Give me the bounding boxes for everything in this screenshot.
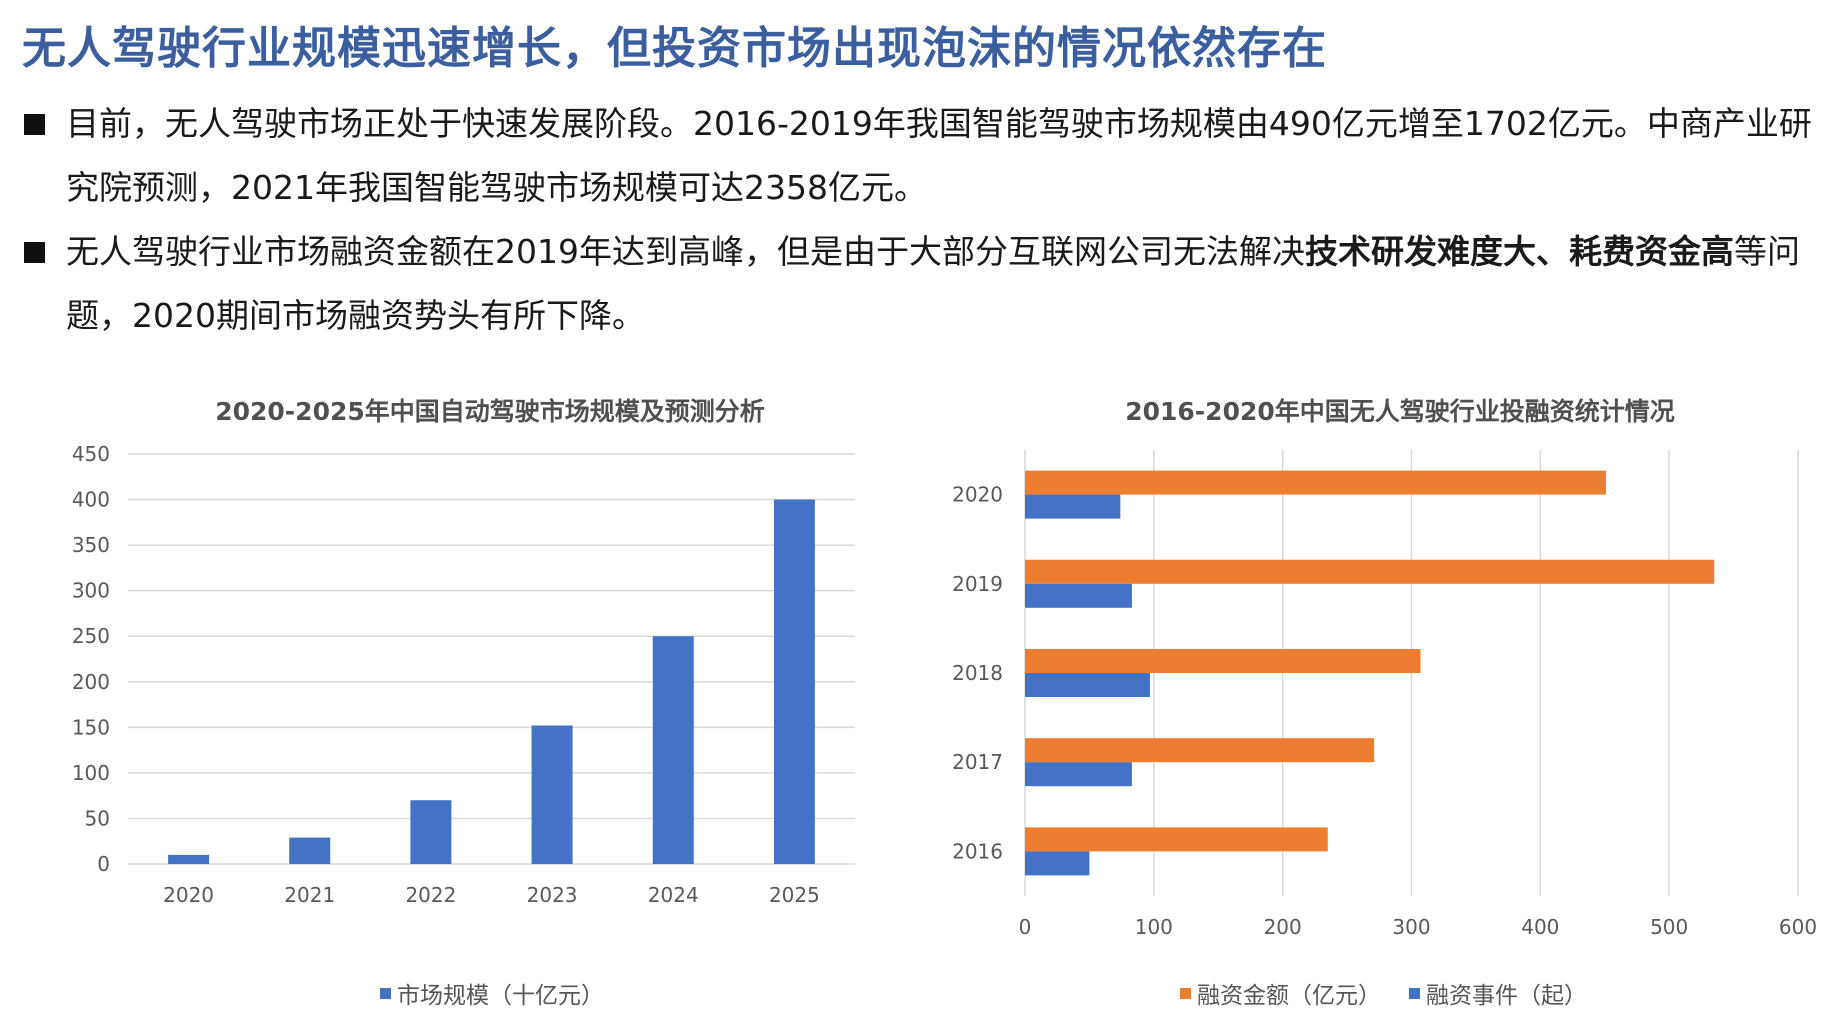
legend-label: 融资金额（亿元） (1197, 983, 1381, 1009)
x-tick-label: 0 (1019, 915, 1032, 939)
bar-2021 (289, 837, 331, 864)
bar-2020 (168, 854, 210, 864)
x-tick-label: 2022 (405, 883, 456, 907)
x-tick-label: 2021 (284, 883, 335, 907)
y-tick-label: 250 (72, 624, 110, 648)
x-tick-label: 400 (1521, 915, 1559, 939)
chart-market-size-svg: 0 50 100 150 200 250 300 350 400 450 2020 2021 2022 2… (72, 442, 855, 907)
y-tick-label: 400 (72, 488, 110, 512)
y-tick-label: 2016 (952, 839, 1003, 863)
y-tick-label: 200 (72, 670, 110, 694)
chart-market-size: 0 50 100 150 200 250 300 350 400 450 2020 2021 2022 2… (40, 430, 940, 970)
bar-2019-amount (1025, 559, 1715, 584)
x-tick-label: 600 (1779, 915, 1817, 939)
x-tick-label: 2024 (648, 883, 699, 907)
bar-2023 (531, 725, 573, 864)
y-tick-label: 450 (72, 442, 110, 466)
chart-financing: 0 100 200 300 400 500 600 2016 2017 2018 2019 2020 (940, 430, 1840, 970)
y-tick-label: 2019 (952, 572, 1003, 596)
bar-2025 (773, 499, 815, 864)
bar-2020-amount (1025, 470, 1607, 495)
legend-item-market-size: 市场规模（十亿元） (380, 976, 604, 1010)
bullet-item-market: 目前，无人驾驶市场正处于快速发展阶段。2016-2019年我国智能驾驶市场规模由… (22, 92, 1812, 220)
y-tick-label: 0 (97, 852, 110, 876)
bar-2017-events (1025, 762, 1132, 787)
bullet-square-icon (24, 114, 45, 135)
bar-2020-events (1025, 494, 1121, 519)
legend-swatch-blue (380, 987, 391, 999)
x-tick-label: 100 (1135, 915, 1173, 939)
bullet-text-after: 等问题，2020期间市场融资势头有所下降。 (66, 232, 1800, 335)
y-tick-label: 2017 (952, 750, 1003, 774)
y-tick-label: 150 (72, 715, 110, 739)
legend-item-amount: 融资金额（亿元） (1180, 976, 1381, 1010)
x-tick-label: 2020 (163, 883, 214, 907)
legend-swatch-orange (1180, 987, 1191, 999)
y-tick-label: 300 (72, 579, 110, 603)
x-tick-label: 2025 (769, 883, 820, 907)
bar-2024 (652, 636, 694, 864)
legend-financing: 融资金额（亿元） 融资事件（起） (1180, 976, 1615, 1010)
y-tick-label: 2020 (952, 483, 1003, 507)
x-tick-label: 500 (1650, 915, 1688, 939)
bullet-text-bold: 技术研发难度大、耗费资金高 (1304, 232, 1734, 271)
bullet-list: 目前，无人驾驶市场正处于快速发展阶段。2016-2019年我国智能驾驶市场规模由… (22, 92, 1812, 348)
bar-2019-events (1025, 583, 1132, 608)
legend-label: 融资事件（起） (1426, 983, 1587, 1009)
legend-label: 市场规模（十亿元） (397, 983, 604, 1009)
y-tick-label: 350 (72, 533, 110, 557)
chart-title-financing: 2016-2020年中国无人驾驶行业投融资统计情况 (1125, 397, 1675, 426)
x-tick-label: 2023 (527, 883, 578, 907)
bar-2022 (410, 800, 452, 864)
x-tick-label: 300 (1392, 915, 1430, 939)
bar-2016-events (1025, 851, 1090, 876)
bar-2018-amount (1025, 649, 1421, 673)
legend-market-size: 市场规模（十亿元） (380, 976, 632, 1010)
chart-financing-svg: 0 100 200 300 400 500 600 2016 2017 2018 2019 2020 (952, 450, 1817, 939)
y-tick-label: 2018 (952, 661, 1003, 685)
bar-2017-amount (1025, 738, 1375, 763)
legend-swatch-blue (1409, 987, 1420, 999)
chart-title-market-size: 2020-2025年中国自动驾驶市场规模及预测分析 (215, 397, 765, 426)
bullet-square-icon (24, 242, 45, 263)
page-title: 无人驾驶行业规模迅速增长，但投资市场出现泡沫的情况依然存在 (22, 23, 1327, 74)
legend-item-events: 融资事件（起） (1409, 976, 1587, 1010)
y-tick-label: 50 (85, 806, 110, 830)
bullet-item-financing: 无人驾驶行业市场融资金额在2019年达到高峰，但是由于大部分互联网公司无法解决技… (22, 220, 1812, 348)
bar-2016-amount (1025, 827, 1328, 852)
bullet-text-before: 无人驾驶行业市场融资金额在2019年达到高峰，但是由于大部分互联网公司无法解决 (66, 232, 1305, 271)
y-tick-label: 100 (72, 761, 110, 785)
bar-2018-events (1025, 673, 1150, 697)
bullet-text: 目前，无人驾驶市场正处于快速发展阶段。2016-2019年我国智能驾驶市场规模由… (66, 104, 1812, 207)
x-tick-label: 200 (1264, 915, 1302, 939)
